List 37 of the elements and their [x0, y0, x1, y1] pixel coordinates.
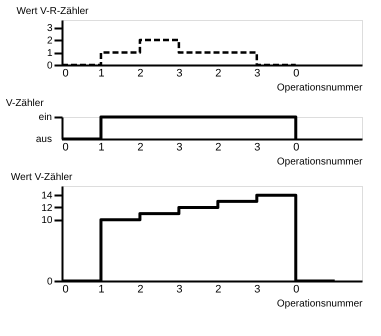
x-tick-label: 3: [176, 68, 182, 80]
x-axis-title: Operationsnummer: [276, 82, 364, 94]
x-tick-label: 3: [176, 142, 182, 154]
x-tick-label: 0: [62, 142, 69, 154]
x-tick-label: 2: [215, 68, 222, 80]
y-tick-label: 1: [46, 48, 53, 59]
y-tick-label: 12: [41, 202, 53, 214]
x-tick-label: 0: [293, 68, 300, 80]
x-tick-label: 0: [293, 284, 300, 296]
y-tick-label: 2: [46, 36, 53, 46]
x-tick-label: 3: [176, 284, 182, 296]
text: ein: [38, 112, 52, 123]
y-tick-label: 0: [46, 276, 53, 288]
x-tick-label: 2: [137, 284, 144, 296]
y-tick-label: 14: [41, 190, 53, 202]
x-tick-label: 1: [98, 68, 105, 80]
x-tick-label: 3: [254, 284, 260, 296]
x-tick-label: 2: [215, 142, 222, 154]
x-tick-label: 2: [137, 68, 144, 80]
x-axis-title: Operationsnummer: [276, 298, 364, 310]
y-tick-label: 3: [46, 23, 53, 34]
chart-title: Wert V-R-Zähler: [16, 6, 90, 17]
text: aus: [36, 134, 52, 145]
x-tick-label: 2: [137, 142, 144, 154]
x-tick-label: 2: [215, 284, 222, 296]
x-tick-label: 3: [254, 142, 260, 154]
x-axis-title: Operationsnummer: [276, 156, 364, 168]
chart-title: V-Zähler: [6, 98, 44, 109]
y-tick-label: 0: [46, 60, 53, 72]
y-tick-label: 10: [41, 215, 53, 226]
x-tick-label: 0: [293, 142, 300, 154]
x-tick-label: 3: [254, 68, 260, 80]
chart-title: Wert V-Zähler: [10, 172, 74, 183]
x-tick-label: 1: [98, 284, 105, 296]
x-tick-label: 0: [62, 284, 69, 296]
x-tick-label: 1: [98, 142, 105, 154]
x-tick-label: 0: [62, 68, 69, 80]
